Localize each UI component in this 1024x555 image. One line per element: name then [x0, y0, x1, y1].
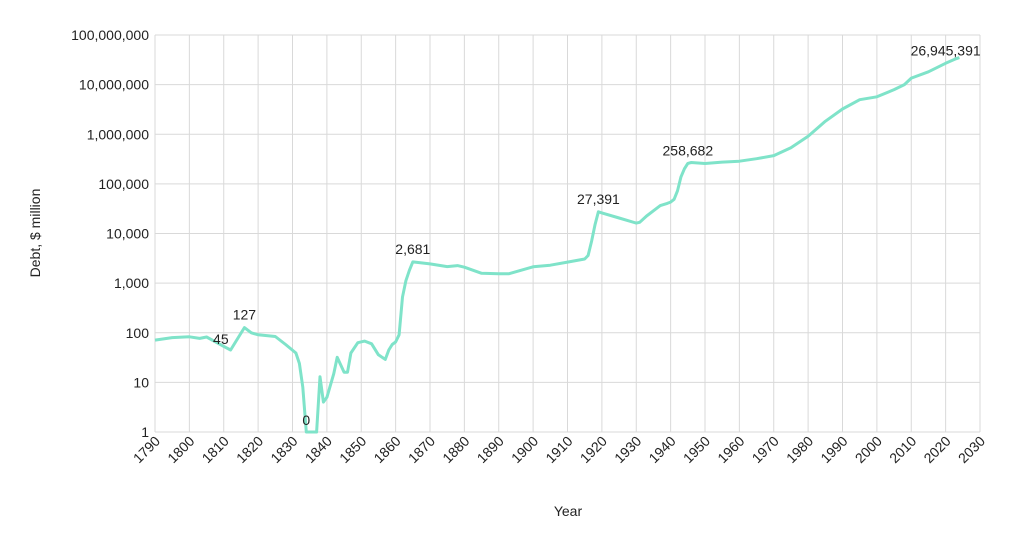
series-line [154, 56, 960, 434]
x-tick-label: 1880 [439, 433, 472, 466]
y-axis-title: Debt, $ million [27, 189, 43, 278]
x-tick-label: 2020 [920, 433, 953, 466]
y-tick-label: 100 [126, 325, 150, 341]
x-axis-title: Year [554, 503, 583, 519]
y-tick-label: 10,000,000 [79, 77, 149, 93]
x-tick-label: 2000 [852, 433, 885, 466]
x-tick-label: 1790 [130, 433, 163, 466]
data-label: 127 [233, 307, 257, 323]
x-tick-label: 1870 [405, 433, 438, 466]
y-tick-label: 100,000,000 [71, 27, 149, 43]
y-tick-label: 100,000 [98, 176, 149, 192]
data-label: 27,391 [577, 191, 620, 207]
x-tick-label: 1950 [680, 433, 713, 466]
data-label: 45 [213, 331, 229, 347]
x-tick-label: 1910 [542, 433, 575, 466]
data-label: 2,681 [395, 241, 430, 257]
y-tick-label: 10,000 [106, 226, 149, 242]
x-tick-label: 1890 [474, 433, 507, 466]
x-tick-label: 1850 [336, 433, 369, 466]
x-tick-label: 1940 [645, 433, 678, 466]
y-tick-label: 10 [133, 374, 149, 390]
x-tick-label: 1800 [164, 433, 197, 466]
data-label: 258,682 [663, 142, 714, 158]
x-tick-label: 2010 [886, 433, 919, 466]
y-tick-label: 1,000 [114, 275, 149, 291]
x-tick-label: 1840 [302, 433, 335, 466]
y-tick-label: 1 [141, 424, 149, 440]
x-tick-label: 1960 [714, 433, 747, 466]
x-tick-label: 1990 [817, 433, 850, 466]
x-tick-label: 1860 [370, 433, 403, 466]
x-tick-label: 1980 [783, 433, 816, 466]
data-label: 26,945,391 [911, 42, 981, 58]
x-tick-label: 1920 [577, 433, 610, 466]
x-axis-ticks: 1790 1800 1810 1820 1830 1840 1850 1860 1870 1880… [130, 433, 988, 466]
grid [154, 34, 981, 433]
x-tick-label: 1810 [199, 433, 232, 466]
x-tick-label: 1900 [508, 433, 541, 466]
y-axis-ticks: 1 10 100 1,000 10,000 100,000 1,000,000 10,000,… [71, 27, 149, 440]
x-tick-label: 1930 [611, 433, 644, 466]
x-tick-label: 1830 [267, 433, 300, 466]
x-tick-label: 2030 [955, 433, 988, 466]
y-tick-label: 1,000,000 [87, 126, 149, 142]
x-tick-label: 1970 [749, 433, 782, 466]
x-tick-label: 1820 [233, 433, 266, 466]
data-label: 0 [302, 412, 310, 428]
